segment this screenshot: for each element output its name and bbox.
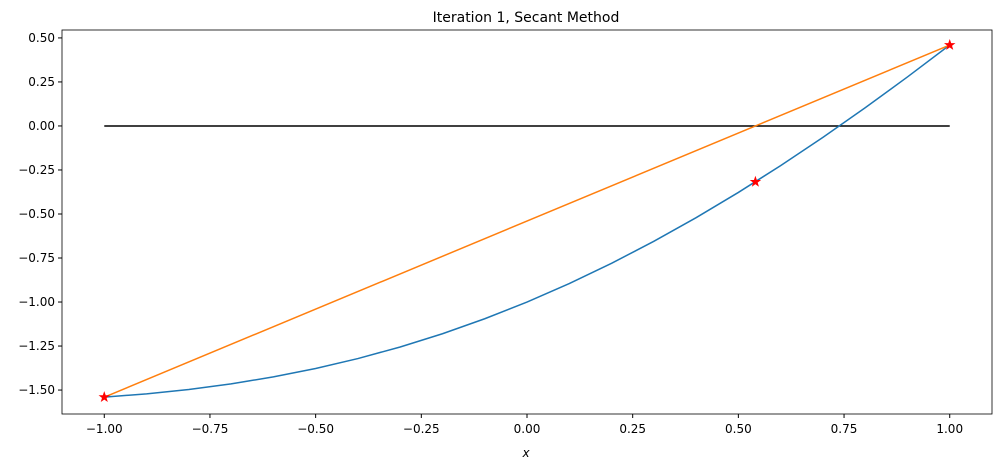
x-tick-label: −0.25	[403, 422, 440, 436]
y-tick-label: −0.50	[18, 207, 55, 221]
star-marker	[749, 175, 762, 187]
y-tick-label: −1.25	[18, 339, 55, 353]
star-marker	[98, 391, 110, 403]
x-tick-label: 1.00	[936, 422, 963, 436]
plot-frame	[61, 29, 993, 415]
y-tick-label: −1.00	[18, 295, 55, 309]
chart-title: Iteration 1, Secant Method	[433, 10, 620, 26]
y-tick-label: 0.00	[28, 119, 55, 133]
x-tick-label: −0.50	[297, 422, 334, 436]
star-marker	[943, 39, 956, 50]
series-line	[104, 44, 951, 398]
y-tick-label: 0.25	[28, 75, 55, 89]
y-tick-label: −1.50	[18, 383, 55, 397]
x-axis-label: x	[521, 446, 530, 460]
x-tick-label: 0.00	[514, 422, 541, 436]
x-tick-label: 0.50	[725, 422, 752, 436]
x-tick-label: 0.75	[831, 422, 858, 436]
series-line	[103, 44, 951, 398]
y-tick-label: −0.75	[18, 251, 55, 265]
y-tick-label: 0.50	[28, 31, 55, 45]
x-tick-label: −0.75	[192, 422, 229, 436]
y-tick-label: −0.25	[18, 163, 55, 177]
x-tick-label: −1.00	[86, 422, 123, 436]
x-tick-label: 0.25	[619, 422, 646, 436]
